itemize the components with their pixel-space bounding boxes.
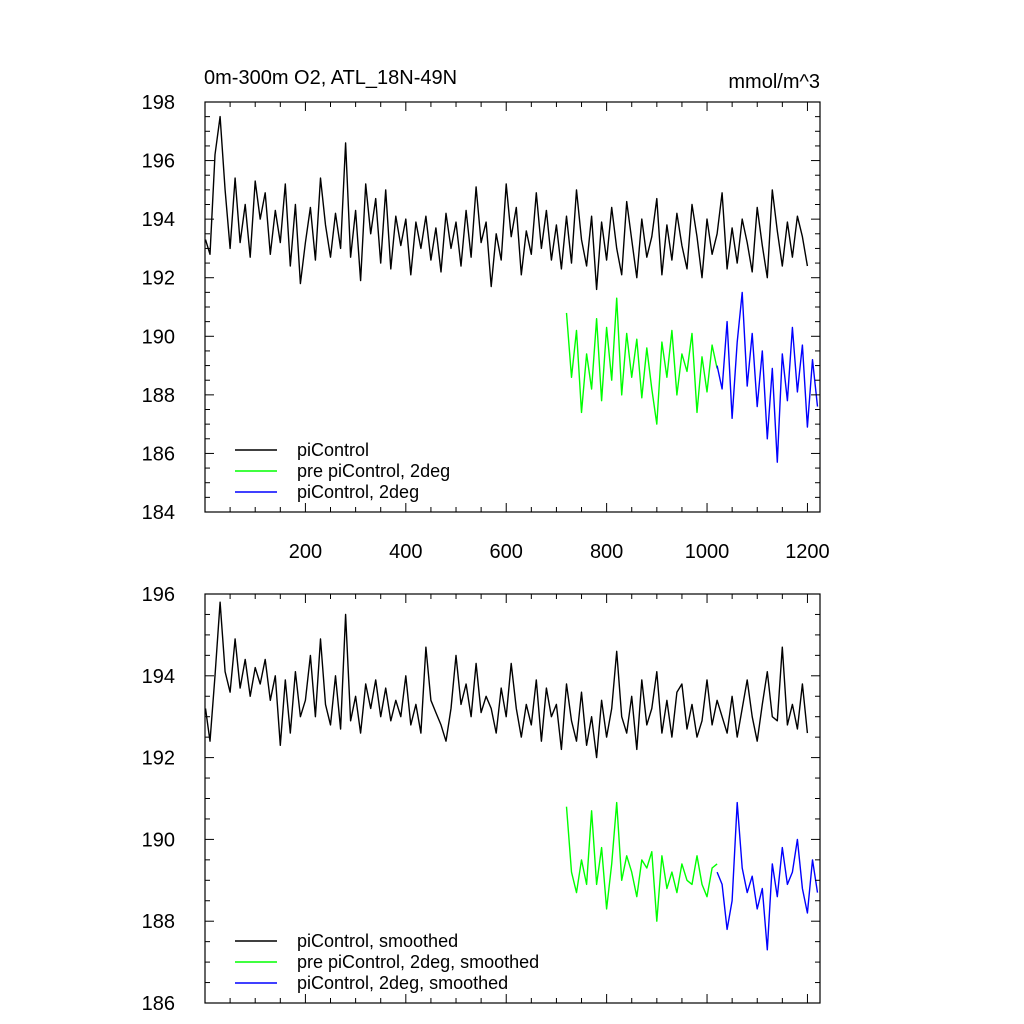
x-tick-label: 800 (590, 541, 623, 563)
series-line-3 (716, 291, 819, 463)
chart-title: 0m-300m O2, ATL_18N-49N (204, 67, 457, 89)
y-tick-label: 196 (142, 151, 175, 173)
units-label: mmol/m^3 (728, 71, 820, 93)
y-tick-label: 192 (142, 268, 175, 290)
y-tick-label: 194 (142, 666, 175, 688)
y-tick-label: 188 (142, 385, 175, 407)
y-tick-label: 196 (142, 584, 175, 606)
legend-label-1: piControl, smoothed (297, 931, 458, 951)
legend-label-2: pre piControl, 2deg, smoothed (297, 952, 539, 972)
series-line-3 (716, 801, 819, 951)
y-tick-label: 186 (142, 993, 175, 1015)
x-tick-label: 200 (289, 541, 322, 563)
y-tick-label: 188 (142, 911, 175, 933)
y-tick-label: 190 (142, 829, 175, 851)
series-line-1 (204, 601, 809, 759)
legend-label-2: pre piControl, 2deg (297, 461, 450, 481)
legend-label-3: piControl, 2deg (297, 482, 419, 502)
top-panel: 184 186 188 190 192 194 196 198 200 400 600 800 1000… (142, 92, 830, 563)
x-tick-label: 1200 (785, 541, 830, 563)
x-tick-label: 400 (389, 541, 422, 563)
x-tick-label: 600 (490, 541, 523, 563)
legend-label-3: piControl, 2deg, smoothed (297, 973, 508, 993)
series-line-1 (204, 115, 809, 291)
y-tick-label: 194 (142, 209, 175, 231)
legend-label-1: piControl (297, 440, 369, 460)
y-tick-label: 186 (142, 443, 175, 465)
y-tick-label: 184 (142, 502, 175, 524)
bottom-panel: 186 188 190 192 194 196 piControl, smoothedpre… (142, 584, 821, 1015)
x-tick-label: 1000 (685, 541, 730, 563)
series-line-2 (565, 297, 718, 425)
y-tick-label: 192 (142, 748, 175, 770)
series-line-2 (565, 801, 718, 922)
y-tick-label: 190 (142, 326, 175, 348)
y-tick-label: 198 (142, 92, 175, 114)
